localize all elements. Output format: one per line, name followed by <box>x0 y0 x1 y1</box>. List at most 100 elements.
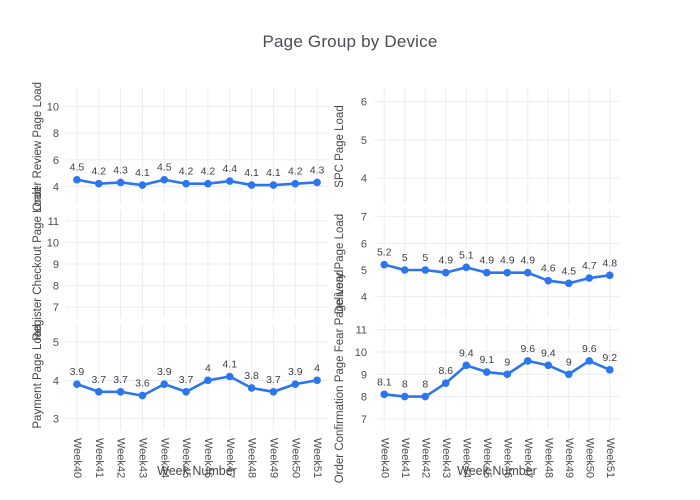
data-point-label: 4.9 <box>438 255 453 267</box>
data-point[interactable] <box>182 179 190 188</box>
data-point[interactable] <box>291 179 300 188</box>
data-point[interactable] <box>523 268 532 277</box>
data-point[interactable] <box>482 268 491 277</box>
y-axis-title: Order Confirmation Page Fear Page Load <box>334 270 346 484</box>
data-point[interactable] <box>269 181 278 189</box>
data-point-label: 5 <box>402 252 408 264</box>
x-tick-label: Week41 <box>93 438 105 478</box>
data-point-label: 8 <box>422 379 428 391</box>
data-point[interactable] <box>544 276 553 285</box>
data-point[interactable] <box>247 384 256 392</box>
y-tick-label: 8 <box>53 281 59 293</box>
data-point-label: 5 <box>422 252 428 264</box>
data-point[interactable] <box>313 376 321 385</box>
data-point[interactable] <box>204 179 212 188</box>
data-point[interactable] <box>523 357 532 365</box>
y-tick-label: 5 <box>53 337 59 349</box>
data-point[interactable] <box>462 263 471 272</box>
data-point-label: 4.2 <box>201 166 216 178</box>
x-tick-label: Week46 <box>202 438 214 478</box>
data-point[interactable] <box>564 279 573 288</box>
data-point[interactable] <box>182 387 190 396</box>
data-point-label: 5.1 <box>459 249 474 261</box>
x-tick-label: Week48 <box>542 438 554 478</box>
data-point[interactable] <box>160 175 169 184</box>
data-point[interactable] <box>605 366 614 374</box>
y-tick-label: 9 <box>361 369 367 381</box>
data-point[interactable] <box>138 181 147 189</box>
y-tick-label: 3 <box>53 414 59 426</box>
data-point[interactable] <box>269 387 278 396</box>
data-point[interactable] <box>247 181 256 189</box>
y-tick-label: 4 <box>361 292 367 304</box>
x-tick-label: Week45 <box>180 438 192 478</box>
data-point[interactable] <box>421 392 430 401</box>
data-point[interactable] <box>585 357 594 365</box>
y-tick-label: 10 <box>47 102 59 114</box>
data-point[interactable] <box>585 274 594 282</box>
data-point-label: 4.3 <box>310 164 325 176</box>
plot-area[interactable] <box>374 210 620 318</box>
data-point[interactable] <box>605 271 614 280</box>
data-point[interactable] <box>160 380 169 388</box>
data-point[interactable] <box>73 380 81 388</box>
data-point[interactable] <box>400 392 409 401</box>
x-axis-title-left: Week Number <box>157 464 237 478</box>
data-point[interactable] <box>116 387 125 396</box>
data-point[interactable] <box>462 361 471 370</box>
data-point[interactable] <box>544 361 553 370</box>
data-point[interactable] <box>94 179 103 188</box>
data-point[interactable] <box>564 370 573 379</box>
data-point[interactable] <box>380 390 389 399</box>
data-point-label: 9.4 <box>541 347 556 359</box>
plot-area[interactable] <box>374 88 620 205</box>
data-point-label: 4 <box>314 362 320 374</box>
data-point[interactable] <box>503 268 512 277</box>
data-point[interactable] <box>441 268 450 277</box>
data-point-label: 4 <box>205 362 211 374</box>
plot-area[interactable] <box>66 88 328 205</box>
data-point[interactable] <box>441 379 450 387</box>
page-title: Page Group by Device <box>262 32 438 51</box>
data-point-label: 9.1 <box>479 354 494 366</box>
y-tick-label: 4 <box>53 375 59 387</box>
data-point-label: 4.1 <box>222 359 237 371</box>
data-point-label: 4.7 <box>582 260 597 272</box>
data-point[interactable] <box>116 178 125 187</box>
data-point[interactable] <box>400 266 409 274</box>
y-tick-label: 10 <box>355 347 367 359</box>
data-point-label: 4.2 <box>91 166 106 178</box>
data-point[interactable] <box>291 380 300 388</box>
data-point[interactable] <box>138 391 147 400</box>
data-point[interactable] <box>73 175 81 184</box>
y-tick-label: 11 <box>356 325 367 337</box>
data-point[interactable] <box>94 387 103 396</box>
x-tick-label: Week41 <box>399 438 411 478</box>
x-tick-label: Week46 <box>501 438 513 478</box>
data-point-label: 9.4 <box>459 347 474 359</box>
data-point[interactable] <box>421 266 430 274</box>
y-tick-label: 9 <box>53 259 59 271</box>
plot-area[interactable] <box>66 323 328 430</box>
data-point-label: 3.8 <box>244 370 259 382</box>
data-point[interactable] <box>204 376 212 385</box>
data-point[interactable] <box>503 370 512 379</box>
data-point-label: 4.1 <box>244 167 259 179</box>
x-axis-title-right: Week Number <box>457 464 537 478</box>
y-axis-title: Delivery Page Load <box>334 214 346 314</box>
data-point-label: 4.5 <box>561 265 576 277</box>
data-point-label: 4.8 <box>602 257 617 269</box>
data-point[interactable] <box>313 178 321 187</box>
data-point[interactable] <box>225 372 234 381</box>
data-point-label: 4.1 <box>266 167 281 179</box>
data-point[interactable] <box>225 177 234 185</box>
data-point[interactable] <box>380 260 389 269</box>
data-point-label: 3.6 <box>135 378 150 390</box>
data-point-label: 4.9 <box>520 255 535 267</box>
data-point[interactable] <box>482 368 491 376</box>
data-point-label: 4.1 <box>135 167 150 179</box>
plot-area[interactable] <box>374 323 620 430</box>
y-tick-label: 11 <box>48 216 59 228</box>
